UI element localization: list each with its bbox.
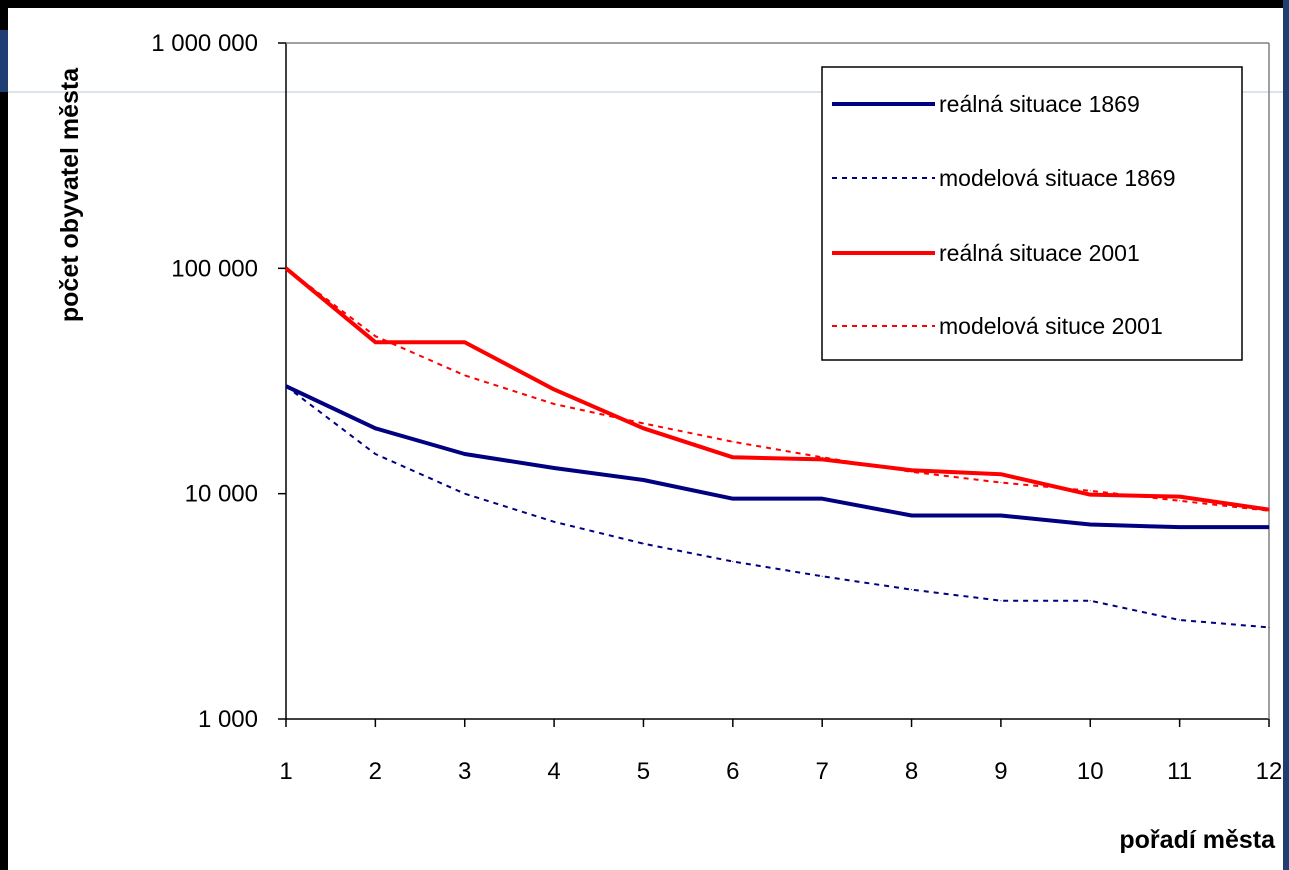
series-2-point [464, 493, 466, 495]
y-tick-label: 1 000 [198, 706, 258, 733]
x-tick-label: 2 [369, 758, 382, 785]
series-4-point [374, 335, 376, 337]
series-1-point [911, 515, 913, 517]
series-3-point [1000, 473, 1002, 475]
series-2-point [1000, 600, 1002, 602]
y-tick-label: 1 000 000 [151, 30, 258, 57]
series-line-1 [285, 384, 1269, 530]
series-4-point [553, 403, 555, 405]
series-4-point [1000, 482, 1002, 484]
legend-label-4: modelová situce 2001 [939, 313, 1163, 339]
series-3-point [374, 341, 376, 343]
series-4-point [732, 441, 734, 443]
x-tick-label: 4 [547, 758, 560, 785]
series-4-point [1089, 490, 1091, 492]
series-3-point [1179, 496, 1181, 498]
legend-label-3: reálná situace 2001 [939, 240, 1140, 266]
right-border [1283, 0, 1289, 870]
legend-label-1: reálná situace 1869 [939, 91, 1140, 117]
x-tick-label: 1 [279, 758, 292, 785]
series-3-point [642, 427, 644, 429]
series-3-point [911, 469, 913, 471]
x-tick-label: 9 [994, 758, 1007, 785]
series-1-point [374, 427, 376, 429]
series-2-point [374, 453, 376, 455]
series-4-point [821, 456, 823, 458]
y-tick-label: 10 000 [185, 481, 258, 508]
series-4-point [285, 267, 287, 269]
legend: reálná situace 1869 modelová situace 1869… [821, 66, 1243, 361]
x-tick-label: 11 [1167, 758, 1192, 785]
series-1-point [464, 453, 466, 455]
series-4-point [1179, 500, 1181, 502]
series-1-point [642, 479, 644, 481]
series-2-point [285, 385, 287, 387]
series-2-point [642, 543, 644, 545]
left-border [0, 0, 8, 870]
series-1-point [732, 498, 734, 500]
y-axis-title: počet obyvatel města [56, 67, 84, 322]
series-1-point [821, 498, 823, 500]
x-tick-label: 6 [726, 758, 739, 785]
series-3-point [732, 456, 734, 458]
y-axis-ticks: 1 000 10 000 100 000 1 000 000 [151, 30, 286, 733]
series-3-point [821, 458, 823, 460]
x-tick-label: 8 [905, 758, 918, 785]
series-4-point [464, 374, 466, 376]
series-3-point [553, 388, 555, 390]
legend-box [821, 66, 1243, 361]
series-4-point [642, 422, 644, 424]
series-2-point [553, 521, 555, 523]
series-4-point [911, 471, 913, 473]
x-axis-title: pořadí města [1119, 826, 1276, 854]
legend-label-2: modelová situace 1869 [939, 165, 1176, 191]
series-3-point [1089, 494, 1091, 496]
series-1-point [1179, 526, 1181, 528]
series-2-point [1179, 619, 1181, 621]
series-2-point [911, 589, 913, 591]
x-tick-label: 12 [1256, 758, 1283, 785]
series-2-point [732, 560, 734, 562]
y-tick-label: 100 000 [171, 255, 258, 282]
top-border [0, 0, 1289, 8]
series-2-point [1268, 626, 1270, 628]
x-tick-label: 10 [1077, 758, 1104, 785]
x-tick-label: 5 [637, 758, 650, 785]
x-axis-ticks: 1 2 3 4 5 6 7 8 9 10 11 12 [279, 719, 1282, 785]
series-line-4 [285, 267, 1270, 512]
series-layer [284, 266, 1270, 629]
axes [285, 42, 1270, 720]
series-4-point [1268, 510, 1270, 512]
series-1-point [553, 467, 555, 469]
left-accent-bar [0, 30, 8, 92]
series-1-point [1000, 515, 1002, 517]
x-tick-label: 7 [816, 758, 829, 785]
x-tick-label: 3 [458, 758, 471, 785]
series-3-point [1268, 509, 1270, 511]
series-2-point [1089, 600, 1091, 602]
series-1-point [1268, 526, 1270, 528]
series-line-2 [285, 385, 1270, 629]
series-line-3 [284, 266, 1270, 512]
series-2-point [821, 575, 823, 577]
series-3-point [464, 341, 466, 343]
series-1-point [1089, 523, 1091, 525]
